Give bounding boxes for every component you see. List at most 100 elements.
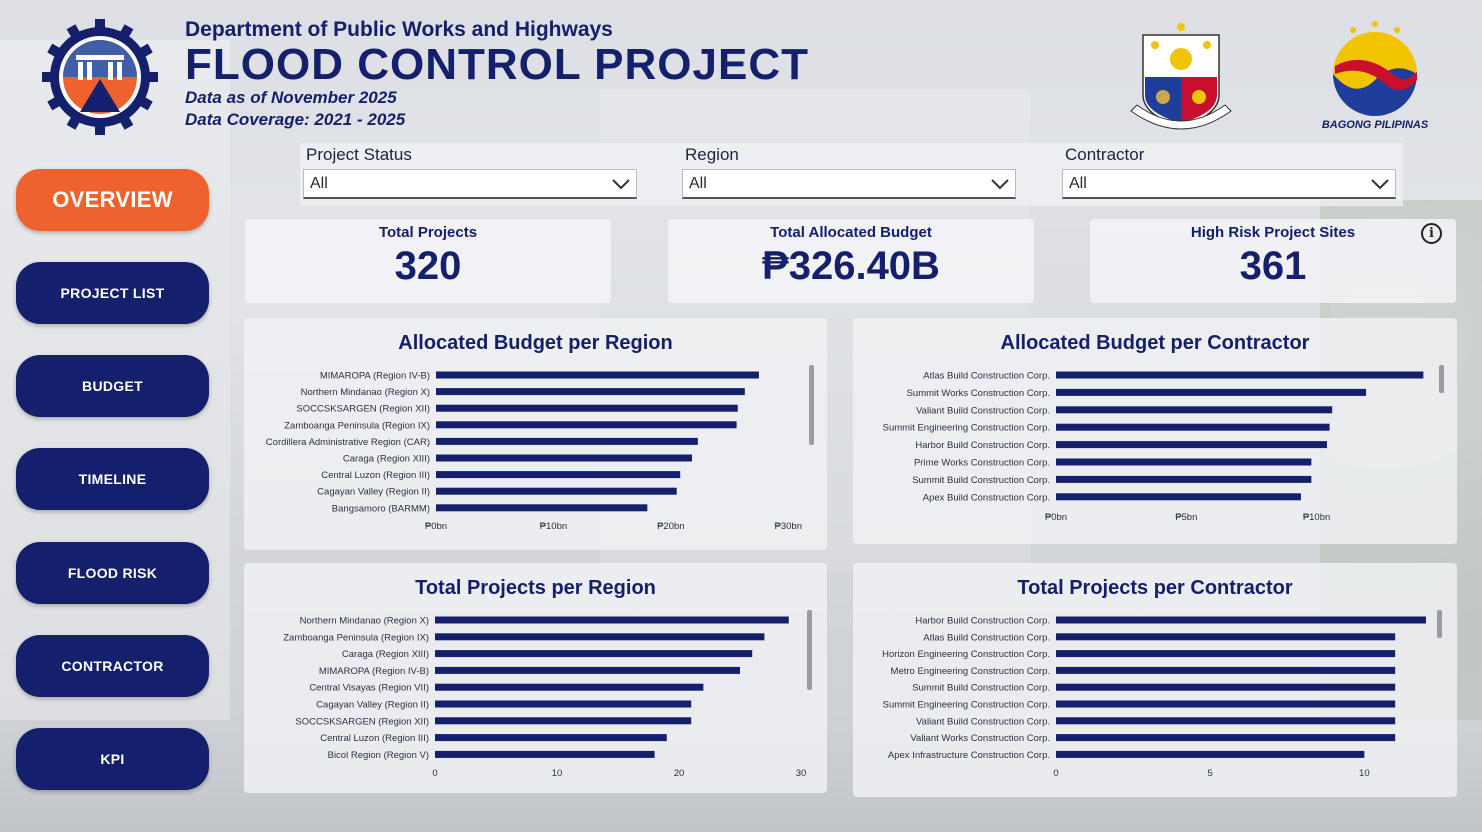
category-label: Metro Engineering Construction Corp. (891, 666, 1050, 677)
bar[interactable] (1056, 633, 1396, 641)
chart-projects-per-region: Total Projects per Region Northern Minda… (244, 563, 827, 793)
nav-project-list-button[interactable]: PROJECT LIST (16, 262, 209, 324)
page-title: FLOOD CONTROL PROJECT (185, 40, 809, 89)
chart-title: Allocated Budget per Contractor (1000, 332, 1310, 354)
category-label: Zamboanga Peninsula (Region IX) (283, 632, 429, 643)
bar[interactable] (435, 633, 765, 641)
bar[interactable] (436, 388, 745, 396)
category-label: Northern Mindanao (Region X) (300, 616, 429, 627)
bar[interactable] (1056, 666, 1396, 674)
scrollbar[interactable] (1437, 610, 1442, 638)
category-label: Harbor Build Construction Corp. (915, 616, 1050, 627)
chart-svg: Northern Mindanao (Region X) Zamboanga Pe… (283, 616, 807, 780)
nav-flood-risk-button[interactable]: FLOOD RISK (16, 542, 209, 604)
x-tick-label: ₱0bn (1045, 512, 1067, 523)
bar[interactable] (1056, 388, 1367, 396)
project-status-dropdown[interactable]: All (303, 169, 637, 199)
category-label: Valiant Build Construction Corp. (916, 405, 1050, 416)
chart-svg: Atlas Build Construction Corp. Summit Wor… (883, 371, 1424, 523)
nav-timeline-button[interactable]: TIMELINE (16, 448, 209, 510)
category-label: Summit Build Construction Corp. (912, 683, 1050, 694)
kpi-high-risk-label: High Risk Project Sites (1190, 224, 1356, 241)
bar[interactable] (436, 454, 692, 462)
kpi-total-projects-label: Total Projects (378, 224, 478, 241)
bar[interactable] (435, 616, 789, 624)
contractor-filter: Contractor All (1059, 145, 1396, 199)
kpi-total-budget-label: Total Allocated Budget (770, 224, 932, 241)
bar[interactable] (435, 700, 692, 708)
bar[interactable] (436, 421, 737, 429)
bar[interactable] (1056, 423, 1330, 431)
chart-title: Total Projects per Contractor (1017, 577, 1293, 599)
dpwh-logo (42, 19, 158, 135)
nav-budget-button[interactable]: BUDGET (16, 355, 209, 417)
bar[interactable] (1056, 493, 1301, 501)
nav-kpi-button[interactable]: KPI (16, 728, 209, 790)
region-dropdown[interactable]: All (682, 169, 1016, 199)
bar[interactable] (435, 750, 655, 758)
bar[interactable] (1056, 734, 1396, 742)
category-label: Central Visayas (Region VII) (309, 683, 429, 694)
category-label: Atlas Build Construction Corp. (923, 632, 1050, 643)
bar[interactable] (436, 371, 759, 379)
category-label: Valiant Build Construction Corp. (916, 716, 1050, 727)
category-label: Apex Infrastructure Construction Corp. (888, 750, 1050, 761)
bagong-pilipinas-caption: BAGONG PILIPINAS (1321, 119, 1429, 131)
contractor-dropdown[interactable]: All (1062, 169, 1396, 199)
category-label: Central Luzon (Region III) (320, 733, 429, 744)
category-label: Caraga (Region XIII) (343, 454, 430, 465)
scrollbar[interactable] (807, 610, 812, 690)
category-label: MIMAROPA (Region IV-B) (319, 666, 429, 677)
bar[interactable] (436, 404, 738, 412)
category-label: Bangsamoro (BARMM) (332, 503, 430, 514)
category-label: Atlas Build Construction Corp. (923, 371, 1050, 382)
bar[interactable] (1056, 650, 1396, 658)
header: Department of Public Works and Highways … (185, 18, 809, 131)
bar[interactable] (1056, 683, 1396, 691)
bar[interactable] (435, 650, 753, 658)
chart-title: Total Projects per Region (415, 577, 656, 599)
bar[interactable] (436, 487, 677, 495)
bar[interactable] (436, 504, 648, 512)
bar[interactable] (1056, 700, 1396, 708)
chevron-down-icon (612, 178, 630, 189)
category-label: Caraga (Region XIII) (342, 649, 429, 660)
x-tick-label: 20 (674, 768, 685, 779)
info-icon[interactable]: i (1421, 223, 1442, 244)
bar[interactable] (1056, 750, 1365, 758)
bar[interactable] (1056, 441, 1327, 449)
category-label: Apex Build Construction Corp. (923, 492, 1050, 503)
bar[interactable] (435, 683, 704, 691)
category-label: Summit Build Construction Corp. (912, 475, 1050, 486)
chart-projects-per-contractor: Total Projects per Contractor Harbor Bui… (853, 563, 1457, 797)
kpi-high-risk-value: 361 (1239, 244, 1307, 288)
bar[interactable] (435, 734, 667, 742)
category-label: SOCCSKSARGEN (Region XII) (295, 716, 429, 727)
bar[interactable] (436, 437, 698, 445)
bar[interactable] (1056, 475, 1312, 483)
bar[interactable] (1056, 458, 1312, 466)
bar[interactable] (435, 717, 692, 725)
x-tick-label: ₱10bn (1303, 512, 1330, 523)
data-coverage: Data Coverage: 2021 - 2025 (185, 110, 406, 129)
bar[interactable] (1056, 406, 1333, 414)
scrollbar[interactable] (809, 365, 814, 445)
bar[interactable] (1056, 371, 1424, 379)
bar[interactable] (1056, 717, 1396, 725)
category-label: Summit Engineering Construction Corp. (883, 423, 1050, 434)
bar[interactable] (435, 666, 740, 674)
nav-overview-button[interactable]: OVERVIEW (16, 169, 209, 231)
region-filter: Region All (679, 145, 1016, 199)
category-label: Harbor Build Construction Corp. (915, 440, 1050, 451)
scrollbar[interactable] (1439, 365, 1444, 393)
bar[interactable] (436, 471, 681, 479)
chart-budget-per-region: Allocated Budget per Region MIMAROPA (Re… (244, 318, 827, 550)
category-label: Central Luzon (Region III) (321, 470, 430, 481)
x-tick-label: 30 (796, 768, 807, 779)
chevron-down-icon (991, 178, 1009, 189)
bar[interactable] (1056, 616, 1426, 624)
category-label: Horizon Engineering Construction Corp. (882, 649, 1050, 660)
region-label: Region (685, 145, 739, 164)
chart-svg: Harbor Build Construction Corp. Atlas Bui… (882, 616, 1426, 779)
nav-contractor-button[interactable]: CONTRACTOR (16, 635, 209, 697)
